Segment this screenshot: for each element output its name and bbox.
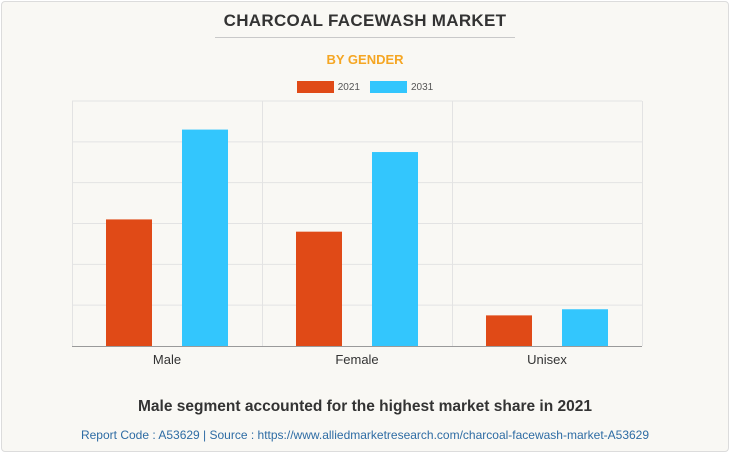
legend-swatch-2021 [296,81,334,93]
title-divider [215,37,515,38]
legend-label-2031: 2031 [411,81,434,93]
x-tick-label-unisex: Unisex [527,352,567,367]
chart-title: CHARCOAL FACEWASH MARKET [223,11,507,30]
bar-male-2031 [182,129,228,346]
chart-legend: 2021 2031 [0,80,730,94]
legend-label-2021: 2021 [337,81,360,93]
chart-subtitle: BY GENDER [326,52,404,67]
legend-item-2031: 2031 [370,81,433,93]
source-line: Report Code : A53629 | Source : https://… [80,428,650,442]
legend-item-2021: 2021 [296,81,360,93]
bar-unisex-2021 [486,315,532,346]
bar-female-2021 [296,231,342,346]
x-tick-label-female: Female [335,352,378,367]
bar-unisex-2031 [562,309,608,346]
chart-footnote: Male segment accounted for the highest m… [138,398,592,415]
x-tick-label-male: Male [153,352,181,367]
bar-female-2031 [372,152,418,346]
bar-male-2021 [106,219,152,346]
legend-swatch-2031 [370,81,407,93]
